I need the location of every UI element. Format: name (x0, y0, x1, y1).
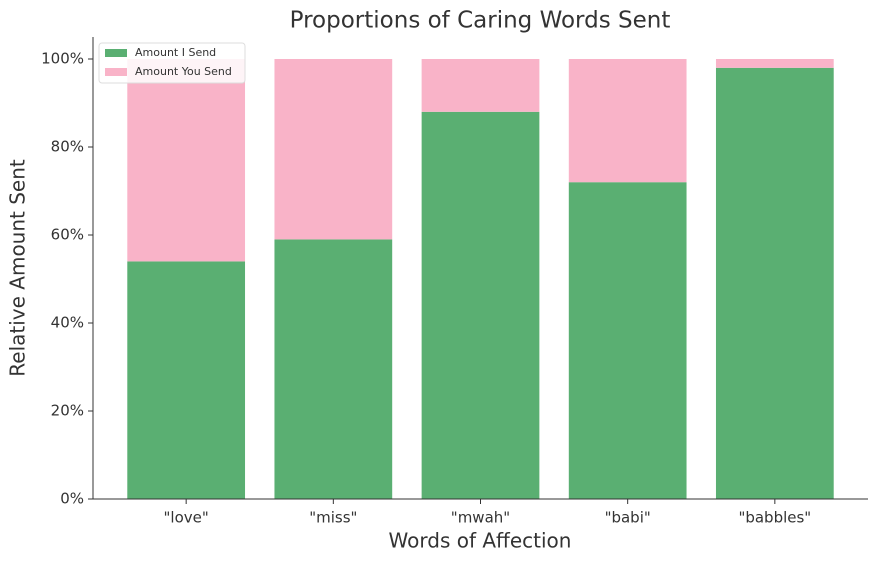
bar-segment (715, 59, 834, 68)
bar-segment (274, 239, 393, 499)
legend-swatch (105, 68, 127, 76)
bar-segment (421, 59, 540, 112)
x-tick-label: "babbles" (738, 509, 811, 527)
y-tick-label: 20% (51, 402, 84, 420)
legend-label: Amount You Send (135, 65, 232, 78)
x-tick-label: "mwah" (451, 509, 510, 527)
bar-segment (127, 59, 246, 262)
bar-segment (421, 111, 540, 500)
bar-segment (715, 67, 834, 500)
bar-segment (274, 59, 393, 240)
legend-box (98, 42, 246, 84)
x-tick-label: "babi" (605, 509, 651, 527)
x-tick-label: "love" (164, 509, 209, 527)
legend-swatch (105, 49, 127, 57)
y-tick-label: 80% (51, 138, 84, 156)
y-tick-label: 0% (60, 490, 84, 508)
y-axis-label: Relative Amount Sent (6, 159, 30, 377)
y-tick-label: 100% (41, 50, 84, 68)
y-tick-label: 60% (51, 226, 84, 244)
y-tick-label: 40% (51, 314, 84, 332)
x-tick-label: "miss" (309, 509, 357, 527)
chart-title: Proportions of Caring Words Sent (290, 8, 671, 34)
bar-segment (127, 261, 246, 499)
bar-segment (568, 59, 687, 183)
bar-segment (568, 182, 687, 499)
x-axis-label: Words of Affection (389, 529, 572, 553)
legend-label: Amount I Send (135, 46, 216, 59)
